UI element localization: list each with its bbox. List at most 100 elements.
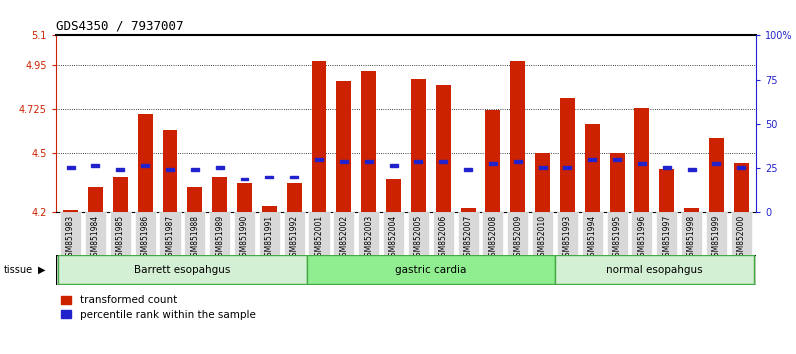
Bar [638,162,646,165]
Text: GSM852001: GSM852001 [314,215,323,261]
Bar [240,178,248,180]
Bar [291,176,298,178]
Bar [489,162,497,165]
Text: ▶: ▶ [38,265,45,275]
Text: GSM851997: GSM851997 [662,215,671,261]
Legend: transformed count, percentile rank within the sample: transformed count, percentile rank withi… [61,296,256,320]
Bar [557,212,578,255]
Bar [311,61,326,212]
Text: tissue: tissue [4,265,33,275]
Bar [486,110,501,212]
Text: GSM852009: GSM852009 [513,215,522,261]
Bar [411,79,426,212]
Bar [482,212,503,255]
Bar [588,158,596,161]
Text: GSM851992: GSM851992 [290,215,298,261]
Bar [234,212,255,255]
Bar [631,212,653,255]
Text: GSM851987: GSM851987 [166,215,174,261]
Bar [361,71,377,212]
Bar [513,160,521,162]
Bar [306,256,555,284]
Bar [539,166,547,169]
Bar [386,179,401,212]
Bar [685,209,699,212]
Text: gastric cardia: gastric cardia [395,265,466,275]
Bar [138,114,153,212]
Text: GSM851993: GSM851993 [563,215,572,261]
Bar [187,187,202,212]
Text: GSM851989: GSM851989 [215,215,224,261]
Text: GDS4350 / 7937007: GDS4350 / 7937007 [56,20,183,33]
Text: GSM851988: GSM851988 [190,215,199,261]
Bar [688,168,696,171]
Bar [283,212,305,255]
Text: GSM852008: GSM852008 [489,215,498,261]
Bar [184,212,205,255]
Bar [85,212,106,255]
Bar [607,212,628,255]
Bar [458,212,478,255]
Text: GSM851986: GSM851986 [141,215,150,261]
Bar [435,85,451,212]
Bar [555,256,754,284]
Text: GSM852003: GSM852003 [365,215,373,261]
Bar [135,212,156,255]
Bar [334,212,354,255]
Bar [58,256,306,284]
Text: GSM852002: GSM852002 [339,215,349,261]
Bar [532,212,553,255]
Text: GSM852006: GSM852006 [439,215,447,261]
Bar [166,168,174,171]
Bar [287,183,302,212]
Text: GSM852004: GSM852004 [389,215,398,261]
Text: GSM852005: GSM852005 [414,215,423,261]
Bar [113,177,127,212]
Text: GSM851996: GSM851996 [638,215,646,261]
Bar [535,153,550,212]
Bar [737,166,745,169]
Bar [507,212,529,255]
Bar [213,177,227,212]
Bar [262,206,277,212]
Bar [110,212,131,255]
Bar [191,168,199,171]
Bar [712,162,720,165]
Bar [585,124,599,212]
Bar [663,166,671,169]
Bar [209,212,230,255]
Bar [560,98,575,212]
Bar [659,169,674,212]
Bar [162,130,178,212]
Bar [461,209,475,212]
Bar [315,158,323,161]
Bar [706,212,727,255]
Bar [389,164,397,167]
Bar [415,160,423,162]
Text: GSM851995: GSM851995 [613,215,622,261]
Bar [88,187,103,212]
Bar [681,212,702,255]
Text: Barrett esopahgus: Barrett esopahgus [135,265,231,275]
Bar [464,168,472,171]
Text: GSM851983: GSM851983 [66,215,75,261]
Text: GSM851985: GSM851985 [115,215,125,261]
Bar [60,212,81,255]
Bar [116,168,124,171]
Bar [340,160,348,162]
Bar [92,164,100,167]
Bar [259,212,280,255]
Text: GSM851994: GSM851994 [587,215,597,261]
Bar [216,166,224,169]
Bar [237,183,252,212]
Text: normal esopahgus: normal esopahgus [606,265,703,275]
Bar [309,212,330,255]
Text: GSM852000: GSM852000 [737,215,746,261]
Text: GSM851984: GSM851984 [91,215,100,261]
Bar [265,176,273,178]
Bar [564,166,572,169]
Bar [709,138,724,212]
Bar [67,166,75,169]
Bar [439,160,447,162]
Text: GSM851998: GSM851998 [687,215,696,261]
